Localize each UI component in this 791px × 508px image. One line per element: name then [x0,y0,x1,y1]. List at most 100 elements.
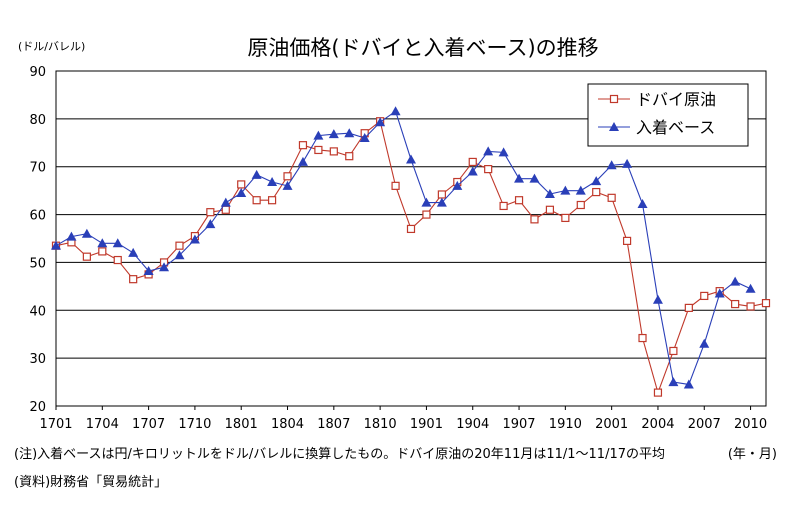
data-point [607,193,616,202]
x-tick-label: 1804 [271,417,304,432]
data-point [652,294,663,304]
data-point [498,147,509,157]
data-point [189,234,200,244]
data-point [575,185,586,195]
data-point [206,208,215,217]
data-point [576,200,585,210]
series-line [55,110,751,386]
data-point [560,185,571,195]
data-point [529,173,540,183]
data-point [484,165,493,174]
data-point [467,166,478,176]
data-point [143,266,154,276]
data-point [483,146,494,156]
data-point [129,275,138,284]
data-point [761,299,771,308]
data-point [359,133,370,142]
chart-title: 原油価格(ドバイと入着ベース)の推移 [247,36,598,60]
footnote: (注)入着ベースは円/キロリットルをドル/バレルに換算したもの。ドバイ原油の20… [14,447,665,462]
x-tick-label: 1907 [502,417,535,432]
data-point [452,180,463,190]
data-point [51,240,61,250]
source-note: (資料)財務省「貿易統計」 [14,475,168,490]
data-point [236,188,247,198]
plot-area [55,70,767,407]
legend-label: ドバイ原油 [636,90,716,109]
data-point [622,158,633,168]
data-point [745,283,756,293]
data-point [700,291,709,301]
data-point [468,157,477,167]
y-axis-unit: (ドル/バレル) [18,40,85,53]
x-tick-label: 1810 [364,417,397,432]
legend-marker [609,94,619,104]
data-point [669,346,678,356]
data-point [668,377,679,387]
data-point [344,128,355,138]
y-tick-label: 50 [29,256,46,271]
data-point [514,173,525,183]
data-point [159,262,170,272]
x-tick-label: 1707 [132,417,165,432]
legend-box [587,83,749,147]
data-point [714,288,725,298]
y-tick-label: 80 [29,113,46,128]
x-tick-label: 1901 [410,417,443,432]
data-point [314,145,323,155]
data-point [422,210,431,219]
data-point [329,147,338,156]
x-tick-label: 1910 [549,417,582,432]
data-point [175,241,184,250]
data-point [82,252,91,261]
data-point [514,196,524,205]
data-point [267,196,277,205]
data-point [622,236,632,245]
y-tick-label: 40 [29,304,46,319]
x-tick-label: 1807 [317,417,350,432]
data-point [638,333,647,343]
data-point [298,141,308,150]
data-point [437,190,446,199]
data-point [390,106,401,116]
data-point [97,238,108,248]
data-point [113,255,122,265]
data-point [391,181,400,190]
data-point [530,215,539,224]
data-point [128,247,139,257]
y-tick-label: 60 [29,209,46,224]
x-tick-label: 1701 [39,417,72,432]
x-tick-label: 2007 [688,417,721,432]
data-point [205,219,216,229]
y-tick-label: 20 [29,400,46,415]
series-landed-base [51,106,756,389]
x-tick-label: 1704 [86,417,119,432]
data-point [653,388,663,397]
data-point [174,250,185,260]
data-point [545,205,555,214]
data-point [499,201,508,211]
data-point [267,177,278,187]
data-point [406,154,416,164]
x-tick-label: 1710 [178,417,211,432]
data-point [699,338,710,348]
data-point [237,180,246,189]
data-point [591,176,602,186]
y-tick-label: 70 [29,161,46,176]
data-point [406,224,416,234]
data-point [252,196,261,205]
x-axis-unit: (年・月) [727,447,777,462]
data-point [421,197,432,207]
data-point [345,152,354,161]
x-tick-label: 2010 [734,417,767,432]
data-point [221,205,230,214]
data-point [544,188,555,198]
data-point [436,197,447,207]
data-point [66,231,77,241]
data-point [282,180,293,190]
data-point [561,213,570,223]
x-tick-label: 2004 [641,417,674,432]
data-point [592,187,601,197]
legend-label: 入着ベース [636,118,715,137]
